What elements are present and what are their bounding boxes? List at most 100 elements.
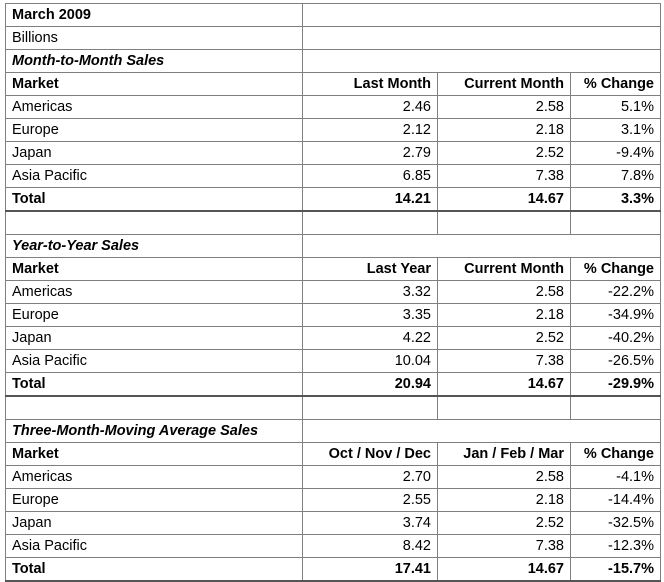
total-label: Total bbox=[5, 372, 303, 397]
empty-cell bbox=[302, 419, 661, 443]
sales-table: March 2009 Billions Month-to-Month Sales… bbox=[5, 3, 661, 582]
table-row: Japan 2.79 2.52 -9.4% bbox=[5, 141, 661, 165]
total-label: Total bbox=[5, 187, 303, 212]
value-cell: 3.32 bbox=[302, 280, 438, 304]
value-cell: 2.18 bbox=[437, 118, 571, 142]
value-cell: 7.38 bbox=[437, 349, 571, 373]
market-name: Japan bbox=[5, 141, 303, 165]
column-header-row: Market Last Year Current Month% Change bbox=[5, 257, 661, 281]
table-row: Americas 2.46 2.58 5.1% bbox=[5, 95, 661, 119]
value-cell: 7.38 bbox=[437, 164, 571, 188]
market-name: Europe bbox=[5, 303, 303, 327]
column-header: Last Year bbox=[302, 257, 438, 281]
report-title: March 2009 bbox=[5, 3, 303, 27]
value-cell: -32.5% bbox=[570, 511, 661, 535]
value-cell: 2.58 bbox=[437, 465, 571, 489]
value-cell: -34.9% bbox=[570, 303, 661, 327]
total-label: Total bbox=[5, 557, 303, 582]
column-header: Current Month bbox=[437, 72, 571, 96]
value-cell: 2.18 bbox=[437, 303, 571, 327]
blank-row bbox=[5, 210, 661, 235]
value-cell: -4.1% bbox=[570, 465, 661, 489]
value-cell: 4.22 bbox=[302, 326, 438, 350]
market-name: Japan bbox=[5, 326, 303, 350]
column-header: Market bbox=[5, 257, 303, 281]
value-cell: 3.35 bbox=[302, 303, 438, 327]
blank-row bbox=[5, 395, 661, 420]
table-row: Japan 3.74 2.52 -32.5% bbox=[5, 511, 661, 535]
column-header: Oct / Nov / Dec bbox=[302, 442, 438, 466]
value-cell: -40.2% bbox=[570, 326, 661, 350]
total-value: 17.41 bbox=[302, 557, 438, 582]
empty-cell bbox=[5, 395, 303, 420]
empty-cell bbox=[302, 234, 661, 258]
value-cell: 2.52 bbox=[437, 511, 571, 535]
value-cell: 2.12 bbox=[302, 118, 438, 142]
market-name: Americas bbox=[5, 465, 303, 489]
total-value: -15.7% bbox=[570, 557, 661, 582]
value-cell: -26.5% bbox=[570, 349, 661, 373]
empty-cell bbox=[570, 210, 661, 235]
table-row: Americas 2.70 2.58 -4.1% bbox=[5, 465, 661, 489]
column-header-row: Market Oct / Nov / Dec Jan / Feb / Mar% Ch… bbox=[5, 442, 661, 466]
column-header: Market bbox=[5, 72, 303, 96]
value-cell: 2.70 bbox=[302, 465, 438, 489]
section-title-row: Month-to-Month Sales bbox=[5, 49, 661, 73]
table-row: Americas 3.32 2.58 -22.2% bbox=[5, 280, 661, 304]
value-cell: 3.74 bbox=[302, 511, 438, 535]
table-row: Europe 2.55 2.18 -14.4% bbox=[5, 488, 661, 512]
total-value: 20.94 bbox=[302, 372, 438, 397]
value-cell: 2.52 bbox=[437, 326, 571, 350]
value-cell: 8.42 bbox=[302, 534, 438, 558]
sales-table-body: March 2009 Billions Month-to-Month Sales… bbox=[5, 3, 661, 582]
market-name: Americas bbox=[5, 280, 303, 304]
value-cell: 7.8% bbox=[570, 164, 661, 188]
market-name: Americas bbox=[5, 95, 303, 119]
value-cell: 10.04 bbox=[302, 349, 438, 373]
value-cell: 2.18 bbox=[437, 488, 571, 512]
total-value: 14.67 bbox=[437, 187, 571, 212]
total-row: Total 17.41 14.67 -15.7% bbox=[5, 557, 661, 582]
value-cell: 2.55 bbox=[302, 488, 438, 512]
total-value: 14.67 bbox=[437, 372, 571, 397]
total-value: 3.3% bbox=[570, 187, 661, 212]
section-title: Month-to-Month Sales bbox=[5, 49, 303, 73]
column-header: Jan / Feb / Mar bbox=[437, 442, 571, 466]
value-cell: 7.38 bbox=[437, 534, 571, 558]
market-name: Japan bbox=[5, 511, 303, 535]
table-row: Europe 3.35 2.18 -34.9% bbox=[5, 303, 661, 327]
market-name: Asia Pacific bbox=[5, 164, 303, 188]
value-cell: 2.46 bbox=[302, 95, 438, 119]
empty-cell bbox=[437, 210, 571, 235]
column-header-row: Market Last Month Current Month% Change bbox=[5, 72, 661, 96]
empty-cell bbox=[302, 26, 661, 50]
column-header: Last Month bbox=[302, 72, 438, 96]
table-row: Asia Pacific 6.85 7.38 7.8% bbox=[5, 164, 661, 188]
column-header: % Change bbox=[570, 442, 661, 466]
units-label: Billions bbox=[5, 26, 303, 50]
value-cell: -14.4% bbox=[570, 488, 661, 512]
column-header: % Change bbox=[570, 257, 661, 281]
market-name: Europe bbox=[5, 118, 303, 142]
section-title-row: Year-to-Year Sales bbox=[5, 234, 661, 258]
value-cell: 2.58 bbox=[437, 95, 571, 119]
empty-cell bbox=[5, 210, 303, 235]
market-name: Europe bbox=[5, 488, 303, 512]
total-value: -29.9% bbox=[570, 372, 661, 397]
empty-cell bbox=[570, 395, 661, 420]
table-row: Asia Pacific 10.04 7.38 -26.5% bbox=[5, 349, 661, 373]
total-row: Total 14.21 14.67 3.3% bbox=[5, 187, 661, 212]
empty-cell bbox=[437, 395, 571, 420]
value-cell: -9.4% bbox=[570, 141, 661, 165]
value-cell: 3.1% bbox=[570, 118, 661, 142]
value-cell: -22.2% bbox=[570, 280, 661, 304]
section-title: Year-to-Year Sales bbox=[5, 234, 303, 258]
table-row: Japan 4.22 2.52 -40.2% bbox=[5, 326, 661, 350]
total-value: 14.67 bbox=[437, 557, 571, 582]
market-name: Asia Pacific bbox=[5, 349, 303, 373]
empty-cell bbox=[302, 395, 438, 420]
total-value: 14.21 bbox=[302, 187, 438, 212]
column-header: Current Month bbox=[437, 257, 571, 281]
empty-cell bbox=[302, 49, 661, 73]
column-header: % Change bbox=[570, 72, 661, 96]
